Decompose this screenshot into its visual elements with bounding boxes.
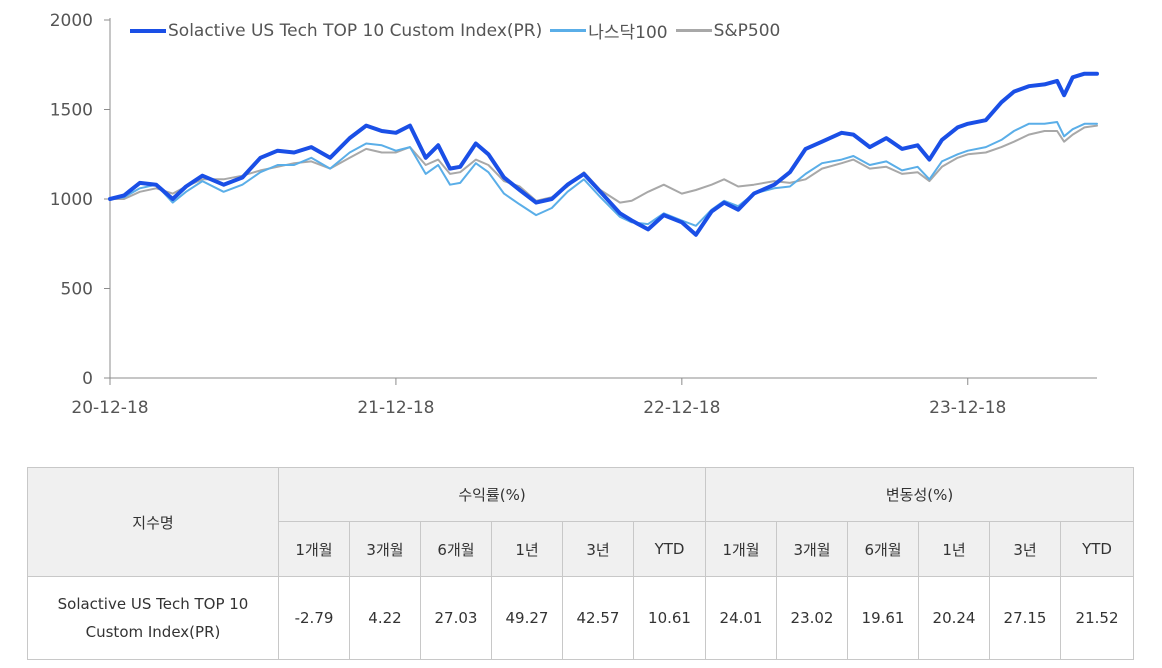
return-cell: 49.27 bbox=[491, 576, 563, 660]
return-group-header: 수익률(%) bbox=[277, 467, 707, 522]
y-tick-label: 0 bbox=[82, 369, 93, 389]
return-cell: 42.57 bbox=[562, 576, 634, 660]
series-line-solactive bbox=[108, 71, 1099, 237]
return-cell: 10.61 bbox=[632, 576, 707, 660]
volatility-period-header: 1년 bbox=[918, 521, 991, 577]
legend-label-sp500: S&P500 bbox=[713, 20, 781, 41]
volatility-period-header: 3년 bbox=[989, 521, 1062, 577]
volatility-cell: 23.02 bbox=[776, 576, 849, 660]
volatility-cell: 27.15 bbox=[989, 576, 1062, 660]
volatility-group-header: 변동성(%) bbox=[705, 467, 1135, 522]
table-header-row: 지수명 수익률(%) 변동성(%) bbox=[27, 467, 1135, 577]
return-period-header: 6개월 bbox=[420, 521, 492, 577]
index-name-line1: Solactive US Tech TOP 10 bbox=[57, 595, 249, 613]
table-row: Solactive US Tech TOP 10 Custom Index(PR… bbox=[27, 576, 1135, 660]
volatility-period-header: 1개월 bbox=[705, 521, 778, 577]
volatility-cell: 19.61 bbox=[847, 576, 920, 660]
return-period-header: 3개월 bbox=[349, 521, 421, 577]
volatility-cell: 21.52 bbox=[1060, 576, 1135, 660]
volatility-period-header: 6개월 bbox=[847, 521, 920, 577]
chart-legend: Solactive US Tech TOP 10 Custom Index(PR… bbox=[130, 18, 788, 43]
series-line-nasdaq100 bbox=[109, 121, 1098, 227]
x-tick-label: 21-12-18 bbox=[357, 398, 434, 418]
y-tick-label: 2000 bbox=[50, 11, 93, 31]
index-name-line2: Custom Index(PR) bbox=[85, 623, 221, 641]
return-period-header: 1개월 bbox=[278, 521, 350, 577]
return-period-header: 3년 bbox=[562, 521, 634, 577]
volatility-cell: 20.24 bbox=[918, 576, 991, 660]
x-axis: 20-12-18 21-12-18 22-12-18 23-12-18 bbox=[71, 377, 1097, 418]
legend-label-nasdaq100: 나스닥100 bbox=[588, 23, 668, 43]
series-lines bbox=[108, 71, 1099, 237]
return-cell: 27.03 bbox=[420, 576, 492, 660]
series-line-sp500 bbox=[109, 124, 1098, 204]
return-cell: 4.22 bbox=[349, 576, 421, 660]
index-name-cell: Solactive US Tech TOP 10 Custom Index(PR… bbox=[27, 576, 279, 660]
y-tick-label: 500 bbox=[61, 280, 93, 300]
volatility-period-header: YTD bbox=[1060, 521, 1135, 577]
legend-item-solactive: Solactive US Tech TOP 10 Custom Index(PR… bbox=[130, 21, 542, 41]
legend-swatch-solactive bbox=[130, 28, 166, 33]
x-tick-label: 23-12-18 bbox=[929, 398, 1006, 418]
legend-swatch-nasdaq100 bbox=[550, 29, 587, 32]
y-tick-label: 1000 bbox=[50, 190, 93, 210]
x-tick-label: 22-12-18 bbox=[643, 398, 720, 418]
index-name-header: 지수명 bbox=[27, 467, 279, 577]
x-tick-label: 20-12-18 bbox=[71, 398, 148, 418]
return-period-header: 1년 bbox=[491, 521, 563, 577]
return-period-header: YTD bbox=[632, 521, 707, 577]
table-subheader-row: 1개월 3개월 6개월 1년 3년 YTD 1개월 3개월 6개월 1년 3년 … bbox=[28, 521, 1135, 577]
legend-item-nasdaq100: 나스닥100 bbox=[550, 18, 668, 43]
y-tick-label: 1500 bbox=[50, 101, 93, 121]
return-cell: -2.79 bbox=[278, 576, 350, 660]
volatility-cell: 24.01 bbox=[705, 576, 778, 660]
y-axis: 0 500 1000 1500 2000 bbox=[50, 11, 111, 389]
line-chart: 0 500 1000 1500 2000 20-12-18 21-12-18 22-12-1… bbox=[50, 11, 1099, 418]
performance-table: 지수명 수익률(%) 변동성(%) 1개월 3개월 6개월 1년 3년 YTD … bbox=[27, 467, 1135, 660]
volatility-period-header: 3개월 bbox=[776, 521, 849, 577]
legend-swatch-sp500 bbox=[675, 29, 712, 32]
legend-label-solactive: Solactive US Tech TOP 10 Custom Index(PR… bbox=[168, 20, 543, 41]
legend-item-sp500: S&P500 bbox=[675, 20, 781, 41]
